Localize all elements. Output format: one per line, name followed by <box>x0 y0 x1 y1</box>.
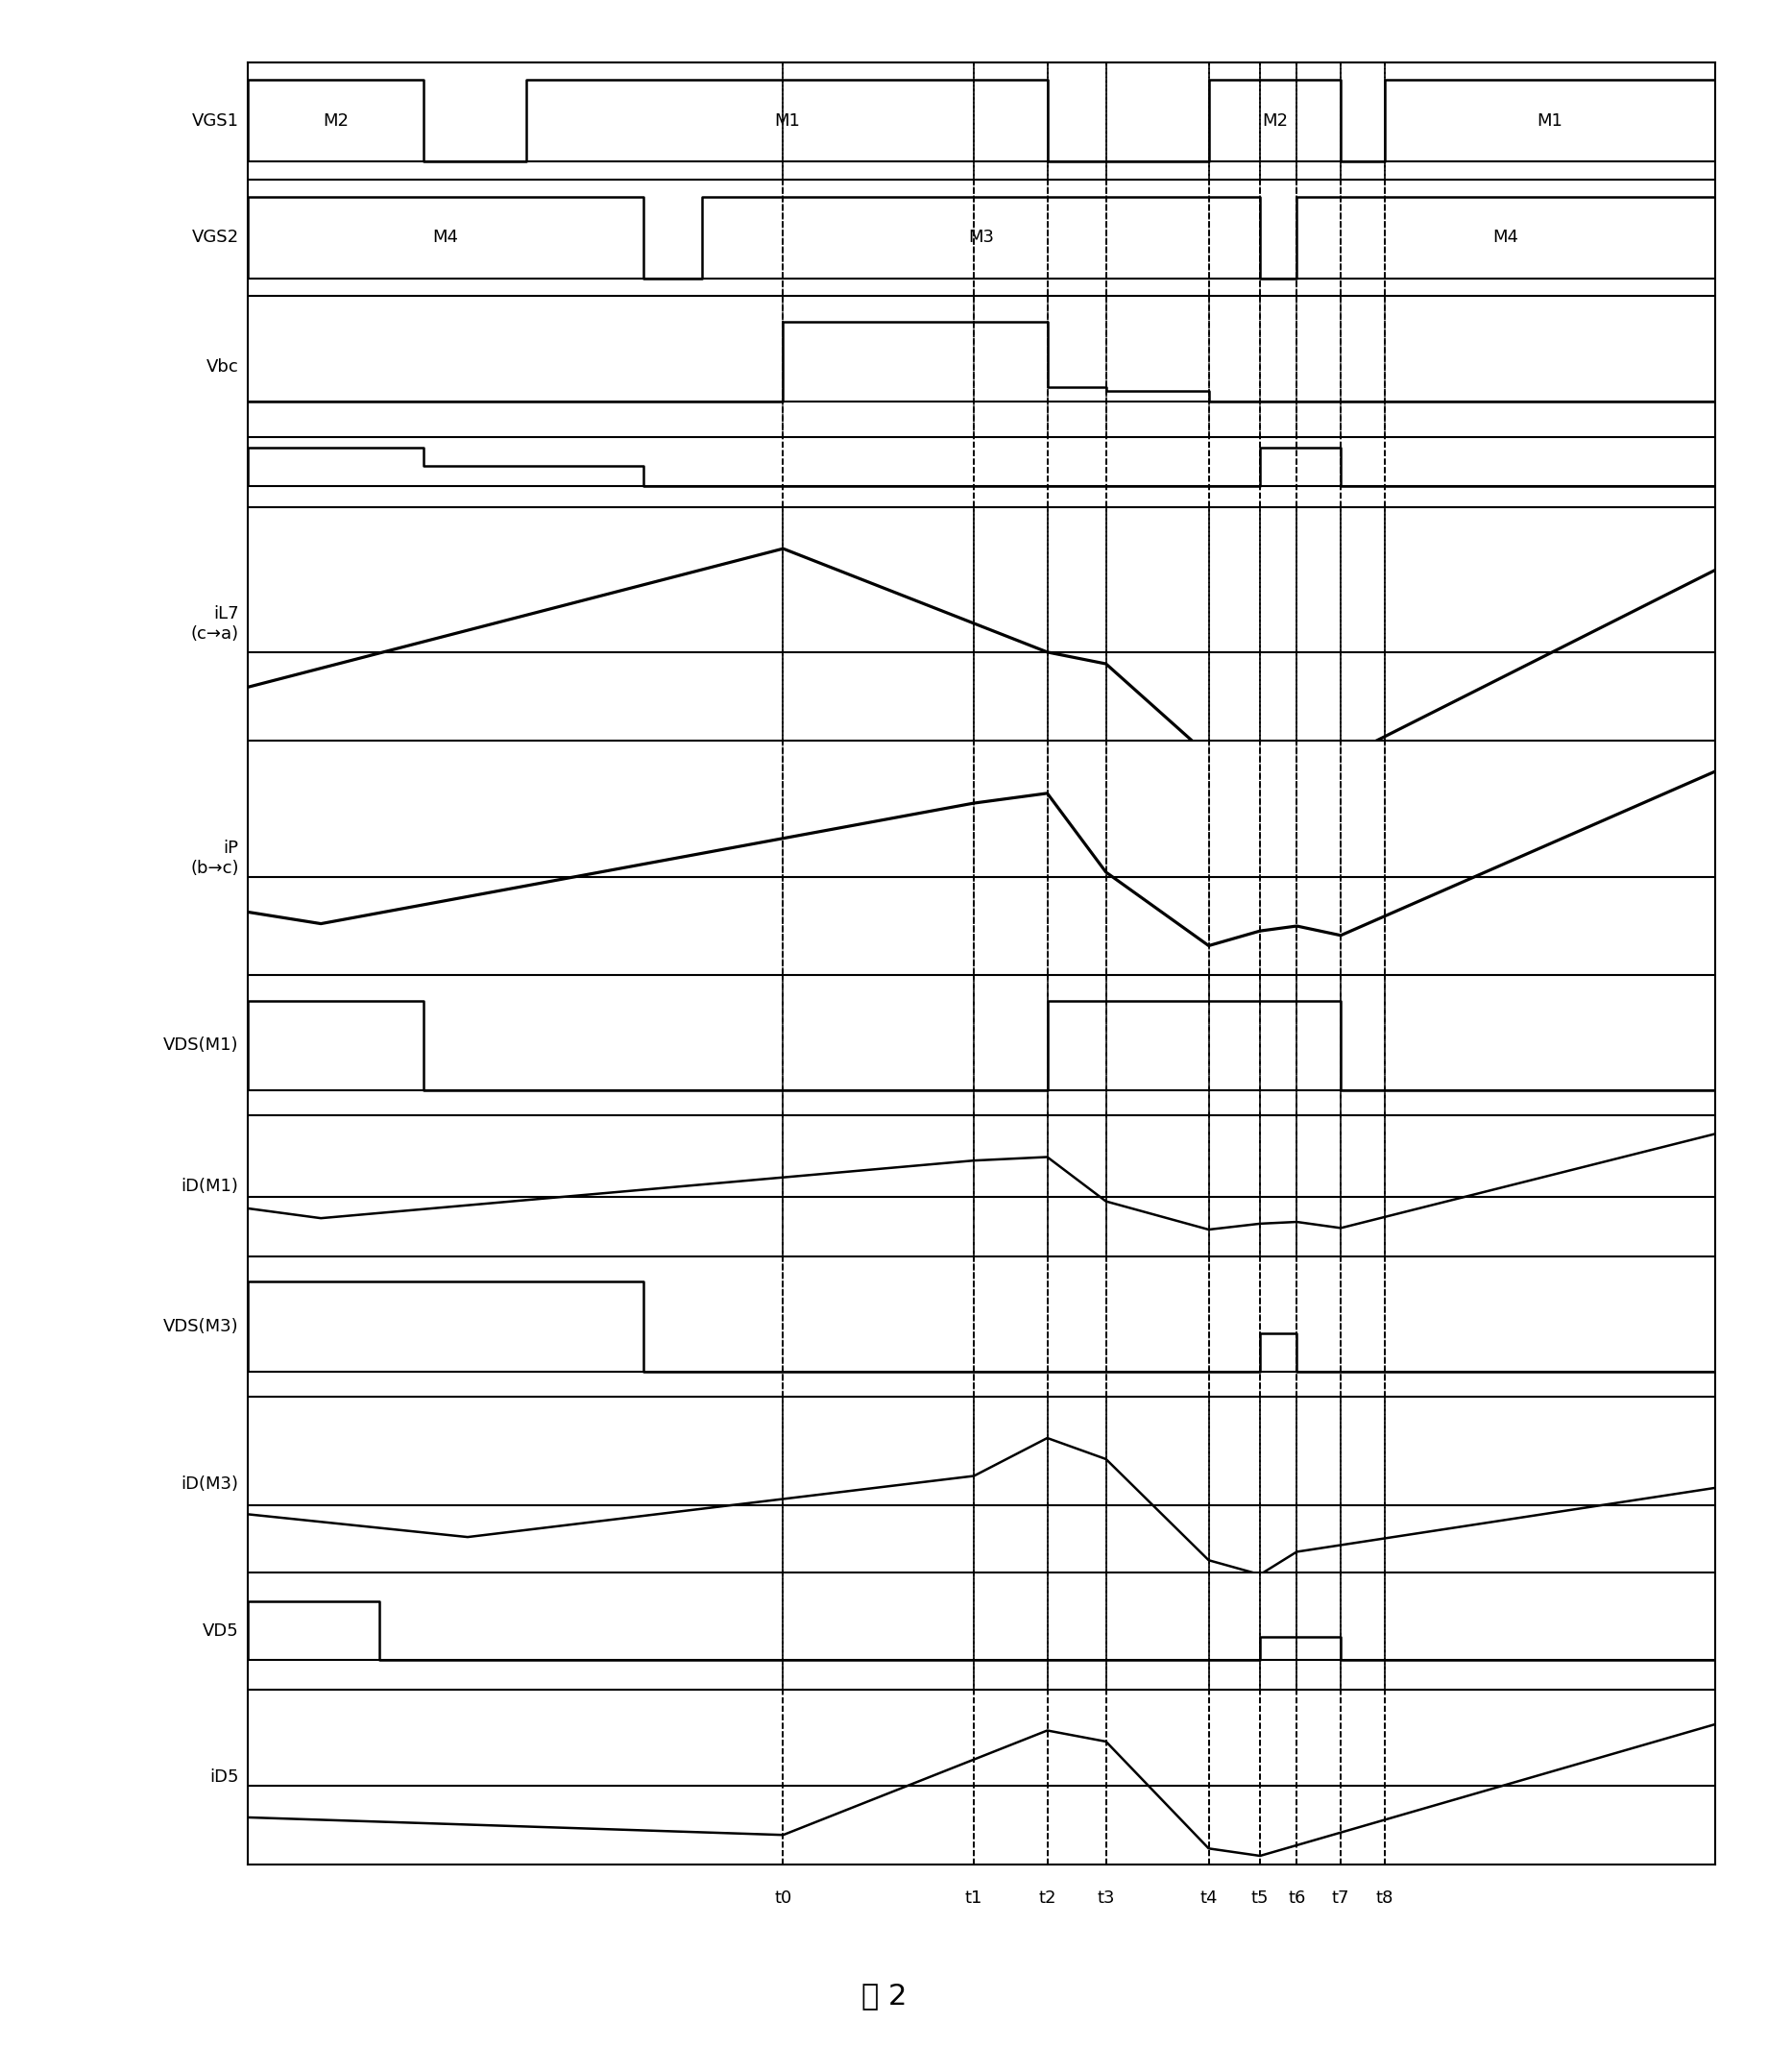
Text: VGS1: VGS1 <box>191 112 239 128</box>
Text: t6: t6 <box>1287 1890 1305 1906</box>
Text: iD(M1): iD(M1) <box>180 1177 239 1196</box>
Text: VDS(M1): VDS(M1) <box>163 1036 239 1055</box>
Text: VD5: VD5 <box>202 1622 239 1639</box>
Text: t5: t5 <box>1252 1890 1269 1906</box>
Text: VDS(M3): VDS(M3) <box>163 1318 239 1334</box>
Text: VGS2: VGS2 <box>191 230 239 247</box>
Text: M4: M4 <box>433 230 458 247</box>
Text: M4: M4 <box>1492 230 1519 247</box>
Text: t8: t8 <box>1376 1890 1393 1906</box>
Text: t0: t0 <box>774 1890 792 1906</box>
Text: M1: M1 <box>774 112 799 128</box>
Text: t2: t2 <box>1038 1890 1055 1906</box>
Text: M2: M2 <box>322 112 348 128</box>
Text: iD5: iD5 <box>209 1767 239 1786</box>
Text: M2: M2 <box>1262 112 1287 128</box>
Text: t4: t4 <box>1200 1890 1218 1906</box>
Text: M3: M3 <box>969 230 994 247</box>
Text: M1: M1 <box>1536 112 1563 128</box>
Text: t3: t3 <box>1098 1890 1116 1906</box>
Text: 图 2: 图 2 <box>861 1983 907 2010</box>
Text: iD(M3): iD(M3) <box>180 1475 239 1494</box>
Text: t1: t1 <box>965 1890 983 1906</box>
Text: Vbc: Vbc <box>207 358 239 375</box>
Text: iL7
(c→a): iL7 (c→a) <box>191 605 239 642</box>
Text: t7: t7 <box>1331 1890 1349 1906</box>
Text: iP
(b→c): iP (b→c) <box>191 839 239 876</box>
